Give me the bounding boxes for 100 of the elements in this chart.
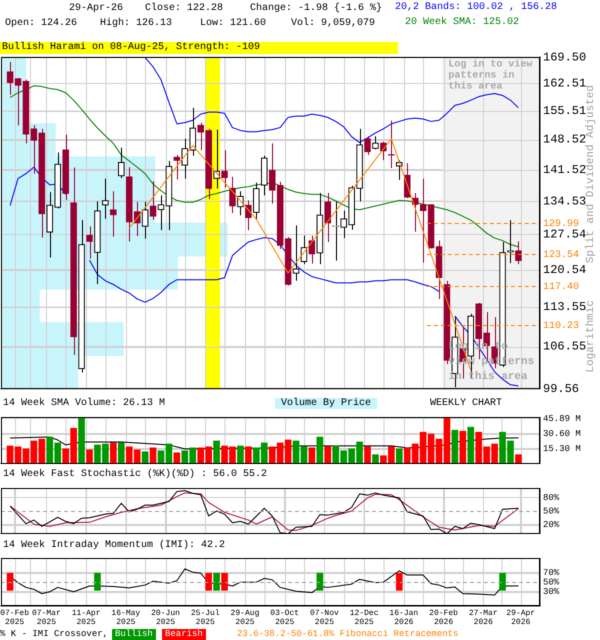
text: Open: 124.26 <box>5 18 78 29</box>
x-tick-label: 07-Mar 2025 <box>32 609 61 628</box>
text: 23.6-38.2-50-61.8% Fibonacci Retracements <box>237 629 458 640</box>
chart-title: 14 Week Fast Stochastic (%K)(%D) : 56.0 55.2 <box>3 469 268 480</box>
candlestick <box>102 178 109 220</box>
y-tick-label: 99.56 <box>543 382 580 396</box>
candlestick <box>189 107 196 156</box>
text: Bullish Harami on 08-Aug-25, Strength: -109 <box>0 42 398 54</box>
candlestick <box>388 120 395 168</box>
candlestick <box>420 178 426 264</box>
y-tick-label: 169.50 <box>543 50 586 64</box>
bar <box>150 448 156 464</box>
bar <box>110 442 117 464</box>
x-tick-label: 03-Oct 2025 <box>270 609 300 628</box>
x-tick-label: 12-Dec 2025 <box>350 609 379 628</box>
bar <box>78 417 85 464</box>
bar <box>118 442 125 464</box>
ref-line-label: 110.23 <box>543 321 580 332</box>
y-tick-label: 148.52 <box>543 132 586 147</box>
text: Bearish <box>162 629 206 640</box>
y-tick-label: 120.54 <box>543 262 586 277</box>
candlestick <box>14 77 22 126</box>
band-label: Log in to view patterns in this area <box>448 58 532 93</box>
y-tick-label: 15.30 M <box>543 444 581 454</box>
y-tick-label: 30.60 M <box>543 428 581 439</box>
candlestick <box>30 124 38 174</box>
x-tick-label: 20-Feb 2026 <box>429 609 458 628</box>
candlestick <box>324 192 332 243</box>
y-axis-title: Split and Dividend Adjusted <box>585 85 597 264</box>
candlestick <box>308 235 316 264</box>
y-tick-label: 50% <box>543 578 560 588</box>
bar <box>308 448 316 464</box>
y-tick-label: 162.51 <box>543 76 586 91</box>
y-tick-label: 20% <box>543 520 560 530</box>
bar <box>316 436 324 464</box>
x-tick-label: 16-Jan 2026 <box>389 609 418 628</box>
bar <box>515 454 522 464</box>
text: Bullish <box>112 629 156 640</box>
y-tick-label: 155.51 <box>543 104 586 118</box>
ref-line-label: 123.54 <box>543 250 580 262</box>
text: Low: 121.60 <box>200 18 266 29</box>
y-tick-label: 134.53 <box>543 194 586 208</box>
y-tick-label: 50% <box>543 506 560 516</box>
candlestick <box>292 224 300 282</box>
candlestick <box>158 194 164 231</box>
bar <box>245 446 252 464</box>
candlestick <box>142 201 148 240</box>
candlestick <box>221 150 228 188</box>
bar <box>460 430 466 464</box>
y-tick-label: 45.89 M <box>543 414 581 424</box>
text: Change: -1.98 {-1.6 %} <box>250 3 382 14</box>
text: WEEKLY CHART <box>430 398 502 409</box>
ref-line-label: 129.99 <box>543 219 580 230</box>
bar <box>372 454 379 464</box>
y-tick-label: 106.55 <box>543 340 586 354</box>
bar <box>364 446 371 464</box>
candlestick <box>174 154 180 180</box>
text: High: 126.13 <box>100 18 172 29</box>
candlestick <box>86 226 93 260</box>
x-tick-label: 25-Jul 2025 <box>190 609 220 628</box>
x-tick-label: 29-Aug 2025 <box>230 609 260 628</box>
legend-title: % K - IMI Crossover, <box>0 629 108 640</box>
ref-line-label: 117.40 <box>543 282 580 294</box>
bar <box>452 430 458 464</box>
bar <box>213 440 220 464</box>
text: 29-Apr-26 <box>69 3 124 14</box>
chart-title: 14 Week Intraday Momentum (IMI): 42.2 <box>3 540 226 551</box>
bar <box>237 446 244 464</box>
text: Logarithmic <box>585 300 597 373</box>
bar <box>174 452 180 464</box>
text: 20 Week SMA: 125.02 <box>405 17 520 28</box>
bar <box>467 426 474 464</box>
text: 14 Week SMA Volume: 26.13 M <box>3 398 166 409</box>
x-tick-label: 07-Feb 2025 <box>0 609 30 628</box>
x-tick-label: 11-Apr 2025 <box>72 609 101 628</box>
text: 20,2 Bands: 100.02 , 156.28 <box>395 2 558 13</box>
x-tick-label: 16-May 2025 <box>111 609 140 628</box>
text: Volume By Price <box>275 398 378 409</box>
y-tick-label: 30% <box>543 587 560 598</box>
bar <box>86 450 93 464</box>
candlestick <box>110 190 117 238</box>
bar <box>396 448 403 464</box>
bar <box>142 451 148 464</box>
candlestick <box>118 147 125 179</box>
y-tick-label: 127.54 <box>543 228 586 242</box>
candlestick <box>372 136 379 150</box>
candlestick <box>252 182 260 220</box>
candlestick <box>229 176 236 214</box>
candlestick <box>364 136 371 156</box>
x-tick-label: 29-Apr 2026 <box>506 609 536 628</box>
text: Close: 122.28 <box>145 3 224 14</box>
bar <box>324 446 332 464</box>
candlestick <box>150 180 156 220</box>
y-tick-label: 80% <box>543 492 560 503</box>
x-tick-label: 07-Nov 2025 <box>310 609 339 628</box>
y-tick-label: 113.55 <box>543 300 586 314</box>
x-tick-label: 27-Mar 2026 <box>468 609 498 628</box>
y-tick-label: 70% <box>543 568 560 578</box>
text: Vol: 9,059,079 <box>291 18 376 29</box>
candlestick <box>6 62 14 96</box>
